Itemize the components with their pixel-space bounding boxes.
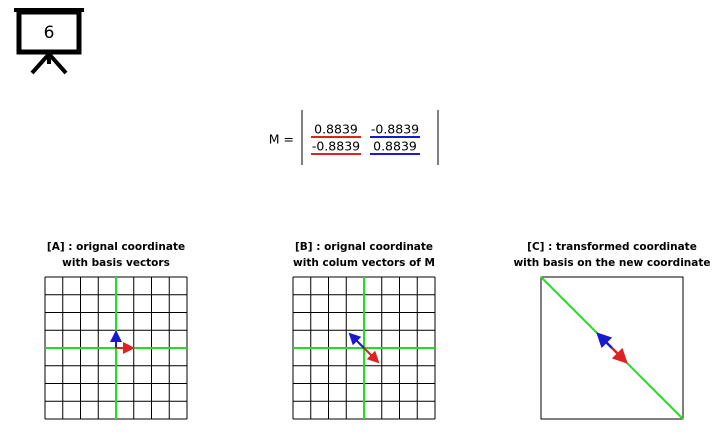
matrix-entry: -0.8839 [371,122,419,137]
vectors [110,330,628,364]
matrix-entry: 0.8839 [373,139,417,154]
icon-label: 6 [44,23,55,43]
panel-title: with basis vectors [62,257,170,269]
presentation-icon: 6 [14,8,84,75]
panel-title: [B] : orignal coordinate [295,241,433,253]
matrix-entry: 0.8839 [314,122,358,137]
panel-title: with colum vectors of M [293,257,435,269]
matrix-entry: -0.8839 [312,139,360,154]
panel-a: [A] : orignal coordinate with basis vect… [44,241,188,420]
matrix-label: M = [269,132,294,147]
panel-title: [A] : orignal coordinate [47,241,185,253]
panel-b: [B] : orignal coordinate with colum vect… [292,241,436,420]
panel-title: [C] : transformed coordinate [527,241,697,253]
panel-c: [C] : transformed coordinate with basis … [513,241,711,420]
panel-title: with basis on the new coordinate [513,257,710,269]
matrix: M = 0.8839 -0.8839 -0.8839 0.8839 [269,110,439,165]
